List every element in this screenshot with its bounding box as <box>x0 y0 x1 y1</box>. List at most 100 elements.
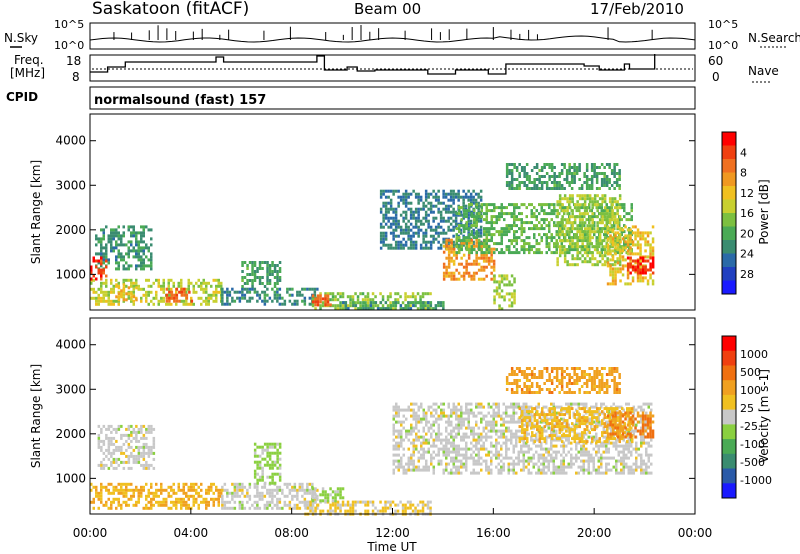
data-cell <box>611 218 614 222</box>
data-cell <box>407 228 410 232</box>
data-cell <box>462 277 466 281</box>
data-cell <box>406 500 410 504</box>
data-cell <box>475 215 478 219</box>
data-cell <box>467 256 471 260</box>
data-cell <box>513 298 516 302</box>
data-cell <box>575 169 579 172</box>
data-cell <box>447 244 451 248</box>
data-cell <box>326 297 330 301</box>
data-cell <box>112 299 115 303</box>
data-cell <box>422 237 425 241</box>
data-cell <box>482 441 485 445</box>
data-cell <box>432 234 435 238</box>
data-cell <box>132 488 135 492</box>
data-cell <box>329 292 332 296</box>
data-cell <box>623 239 626 243</box>
data-cell <box>339 304 342 308</box>
data-cell <box>613 187 616 190</box>
data-cell <box>450 420 453 424</box>
data-cell <box>639 262 642 266</box>
data-cell <box>603 209 606 213</box>
data-cell <box>288 488 292 492</box>
data-cell <box>422 456 425 460</box>
data-cell <box>568 206 572 210</box>
data-cell <box>475 447 478 451</box>
data-cell <box>502 435 505 439</box>
data-cell <box>226 299 229 303</box>
data-cell <box>611 273 615 277</box>
data-cell <box>228 290 232 294</box>
data-cell <box>409 213 413 217</box>
data-cell <box>283 299 287 303</box>
data-cell <box>414 295 417 299</box>
data-cell <box>639 243 642 247</box>
data-cell <box>410 402 413 406</box>
data-cell <box>528 245 531 249</box>
data-cell <box>505 212 508 216</box>
data-cell <box>248 279 252 282</box>
data-cell <box>127 460 131 464</box>
data-cell <box>571 263 574 267</box>
data-cell <box>308 287 312 291</box>
data-cell <box>591 224 594 228</box>
data-cell <box>273 276 277 279</box>
data-cell <box>303 299 307 303</box>
data-cell <box>523 227 526 231</box>
data-cell <box>507 462 510 466</box>
data-cell <box>558 239 562 243</box>
data-cell <box>253 475 257 479</box>
data-cell <box>442 447 445 451</box>
data-cell <box>137 246 140 250</box>
data-cell <box>105 433 108 437</box>
data-cell <box>533 206 536 210</box>
data-cell <box>465 468 468 472</box>
data-cell <box>586 206 589 210</box>
data-cell <box>278 506 282 510</box>
data-cell <box>100 277 103 281</box>
data-cell <box>629 256 632 260</box>
data-cell <box>173 293 176 297</box>
data-cell <box>578 236 582 240</box>
data-cell <box>419 295 422 299</box>
data-cell <box>105 299 108 303</box>
data-cell <box>387 201 390 205</box>
data-cell <box>102 451 106 455</box>
data-cell <box>581 194 584 198</box>
data-cell <box>226 290 229 294</box>
data-cell <box>185 290 188 294</box>
data-cell <box>142 264 145 268</box>
data-cell <box>550 402 553 406</box>
data-cell <box>475 203 478 207</box>
data-cell <box>581 248 584 252</box>
data-cell <box>585 169 589 172</box>
data-cell <box>636 265 640 269</box>
data-cell <box>407 307 410 311</box>
data-cell <box>430 435 433 439</box>
data-cell <box>606 249 610 253</box>
data-cell <box>127 442 131 446</box>
data-cell <box>548 248 551 252</box>
data-cell <box>402 198 405 202</box>
data-cell <box>125 433 128 437</box>
data-cell <box>527 432 530 436</box>
data-cell <box>271 491 274 495</box>
data-cell <box>611 240 615 244</box>
data-cell <box>542 453 545 457</box>
data-cell <box>556 224 559 228</box>
data-cell <box>479 225 483 229</box>
data-cell <box>616 236 619 240</box>
data-cell <box>402 219 405 223</box>
data-cell <box>412 465 415 469</box>
data-cell <box>611 279 615 283</box>
data-cell <box>377 307 380 311</box>
data-cell <box>535 435 538 439</box>
data-cell <box>324 303 327 307</box>
data-cell <box>545 438 548 442</box>
data-cell <box>467 420 470 424</box>
data-cell <box>402 246 405 250</box>
data-cell <box>395 408 398 412</box>
data-cell <box>95 296 98 300</box>
data-cell <box>485 245 488 249</box>
data-cell <box>530 245 533 249</box>
data-cell <box>606 212 609 216</box>
